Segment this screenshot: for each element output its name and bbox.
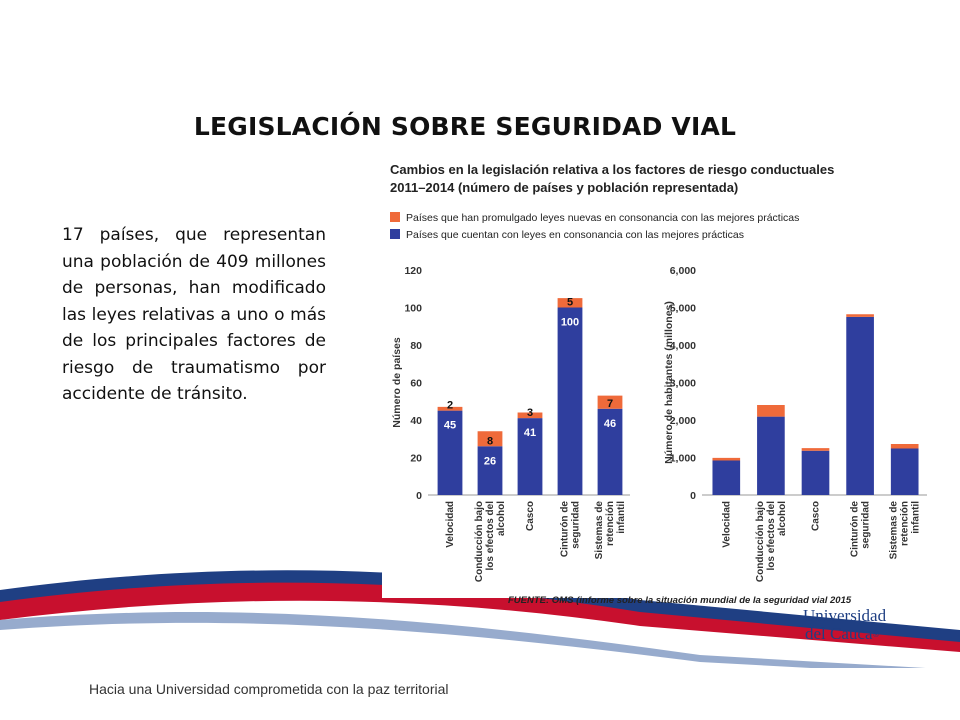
bar-existing-laws xyxy=(477,446,503,495)
bar-new-laws xyxy=(890,444,919,449)
y-tick-label: 120 xyxy=(404,265,422,277)
bar-existing-laws xyxy=(597,408,623,495)
y-tick-label: 80 xyxy=(410,340,422,352)
slide-title: LEGISLACIÓN SOBRE SEGURIDAD VIAL xyxy=(193,112,737,141)
category-label: los efectos del xyxy=(485,501,496,571)
logo-reg: ® xyxy=(872,629,880,639)
bar-new-laws xyxy=(557,298,583,308)
y-tick-label: 40 xyxy=(410,415,422,427)
data-label: 8 xyxy=(487,435,493,447)
bar-existing-laws xyxy=(712,460,741,495)
y-tick-label: 20 xyxy=(410,453,422,465)
y-tick-label: 60 xyxy=(410,378,422,390)
bar-new-laws xyxy=(517,412,543,419)
data-label: 41 xyxy=(524,427,536,439)
y-tick-label: 3,000 xyxy=(670,378,696,390)
bar-new-laws xyxy=(757,405,785,417)
y-tick-label: 5,000 xyxy=(670,303,696,315)
category-label: retención xyxy=(605,501,616,546)
category-label: Sistemas de xyxy=(889,501,900,560)
bar-existing-laws xyxy=(890,448,919,495)
category-label: infantil xyxy=(911,501,922,534)
category-label: Velocidad xyxy=(445,501,456,548)
y-axis-label: Número de países xyxy=(391,337,403,428)
data-label: 5 xyxy=(567,297,573,309)
footer-tagline: Hacia una Universidad comprometida con l… xyxy=(89,681,449,697)
bar-existing-laws xyxy=(801,450,830,495)
category-label: seguridad xyxy=(861,501,872,549)
chart-figure: Cambios en la legislación relativa a los… xyxy=(382,156,932,598)
bar-new-laws xyxy=(477,431,503,447)
bar-existing-laws xyxy=(557,307,583,495)
bar-new-laws xyxy=(437,406,463,411)
category-label: retención xyxy=(900,501,911,546)
category-label: Casco xyxy=(811,501,822,531)
legend-label: Países que cuentan con leyes en consonan… xyxy=(406,229,744,241)
category-label: Sistemas de xyxy=(594,501,605,560)
category-label: Conducción bajo xyxy=(474,501,485,582)
y-tick-label: 0 xyxy=(690,490,696,502)
data-label: 7 xyxy=(607,398,613,410)
y-tick-label: 2,000 xyxy=(670,415,696,427)
slide-body-text: 17 países, que representan una población… xyxy=(62,225,326,404)
chart-title-line1: Cambios en la legislación relativa a los… xyxy=(390,162,834,177)
y-axis-label: Número de habitantes (millones) xyxy=(663,301,675,464)
category-label: los efectos del xyxy=(766,501,777,571)
legend-swatch xyxy=(390,212,400,222)
y-tick-label: 100 xyxy=(404,303,422,315)
category-label: alcohol xyxy=(777,501,788,536)
category-label: Velocidad xyxy=(721,501,732,548)
bar-existing-laws xyxy=(517,418,543,495)
logo-line2: del Cauca xyxy=(805,624,873,643)
data-label: 2 xyxy=(447,400,453,412)
chart-svg: Cambios en la legislación relativa a los… xyxy=(390,162,927,582)
legend-label: Países que han promulgado leyes nuevas e… xyxy=(406,212,799,224)
category-label: alcohol xyxy=(496,501,507,536)
category-label: Cinturón de xyxy=(850,501,861,558)
data-label: 46 xyxy=(604,418,616,430)
data-label: 45 xyxy=(444,420,456,432)
category-label: seguridad xyxy=(571,501,582,549)
chart-title-line2: 2011–2014 (número de países y población … xyxy=(390,180,738,195)
bar-new-laws xyxy=(597,395,623,409)
data-label: 26 xyxy=(484,455,496,467)
footer-stripes xyxy=(0,570,960,720)
logo-line1: Universidad xyxy=(803,606,887,625)
data-label: 100 xyxy=(561,317,579,329)
bar-existing-laws xyxy=(437,410,463,495)
category-label: Cinturón de xyxy=(560,501,571,558)
bar-existing-laws xyxy=(846,316,874,495)
y-tick-label: 4,000 xyxy=(670,340,696,352)
bar-new-laws xyxy=(846,314,874,317)
bar-new-laws xyxy=(801,448,830,451)
y-tick-label: 6,000 xyxy=(670,265,696,277)
category-label: infantil xyxy=(616,501,627,534)
chart-source: FUENTE: OMS (informe sobre la situación … xyxy=(508,595,852,606)
data-label: 3 xyxy=(527,407,533,419)
bar-existing-laws xyxy=(757,416,785,495)
category-label: Casco xyxy=(525,501,536,531)
category-label: Conducción bajo xyxy=(755,501,766,582)
university-logo: Universidad del Cauca® xyxy=(803,607,913,643)
bar-new-laws xyxy=(712,457,741,461)
y-tick-label: 0 xyxy=(416,490,422,502)
y-tick-label: 1,000 xyxy=(670,453,696,465)
legend-swatch xyxy=(390,229,400,239)
